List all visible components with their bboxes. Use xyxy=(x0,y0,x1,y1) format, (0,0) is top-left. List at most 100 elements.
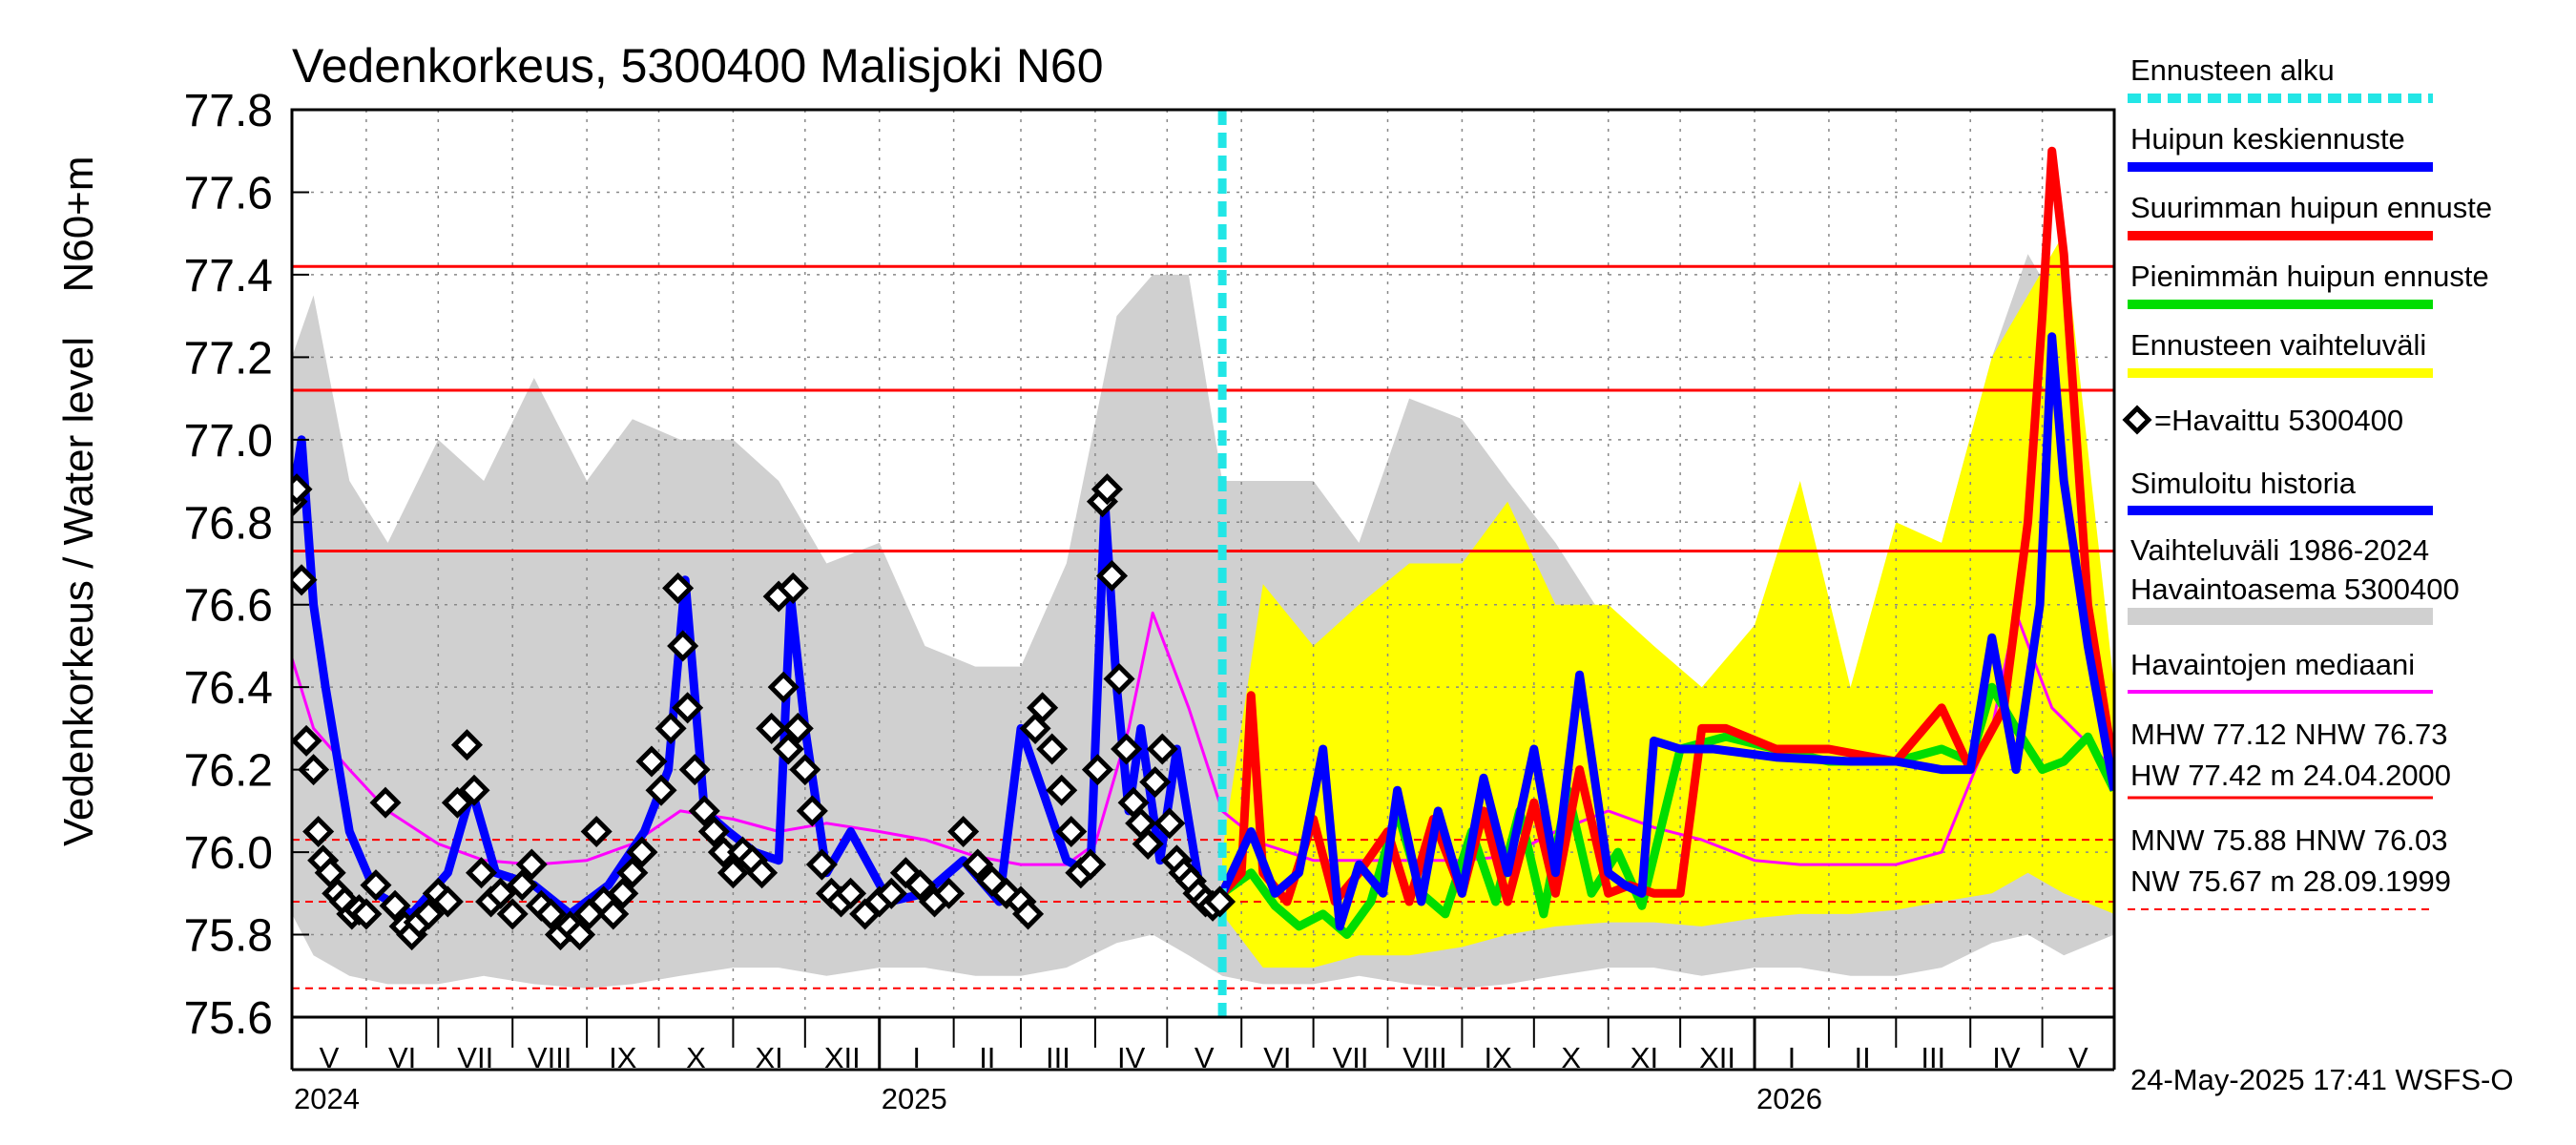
observed-point xyxy=(1055,815,1088,848)
x-month-label: VII xyxy=(457,1041,493,1074)
x-month-label: X xyxy=(686,1041,706,1074)
observed-point xyxy=(1139,766,1172,799)
observed-point xyxy=(379,889,411,922)
observed-point xyxy=(292,724,322,757)
legend-label: Suurimman huipun ennuste xyxy=(2130,191,2492,224)
legend-label: Havaintojen mediaani xyxy=(2130,648,2415,681)
observed-point xyxy=(1103,663,1135,696)
x-month-label: VI xyxy=(1263,1041,1291,1074)
observed-point xyxy=(431,885,464,918)
y-axis-label: Vedenkorkeus / Water level xyxy=(55,337,102,846)
x-month-label: IV xyxy=(1992,1041,2021,1074)
y-tick-label: 77.0 xyxy=(184,416,273,467)
x-year-label: 2024 xyxy=(294,1082,360,1115)
y-tick-label: 76.4 xyxy=(184,663,273,714)
legend: Ennusteen alku Huipun keskiennuste Suurimm… xyxy=(2122,53,2492,694)
x-month-label: III xyxy=(1921,1041,1945,1074)
x-year-label: 2025 xyxy=(882,1082,947,1115)
x-year-label: 2026 xyxy=(1756,1082,1822,1115)
x-month-label: XI xyxy=(755,1041,782,1074)
y-tick-label: 76.0 xyxy=(184,828,273,879)
observed-point xyxy=(506,869,538,902)
observed-point xyxy=(485,877,517,909)
observed-point xyxy=(962,848,994,881)
x-month-label: I xyxy=(912,1041,921,1074)
x-month-label: VIII xyxy=(528,1041,572,1074)
legend-label: Havaintoasema 5300400 xyxy=(2130,572,2460,606)
observed-point xyxy=(1204,885,1236,918)
legend-label: Pienimmän huipun ennuste xyxy=(2130,260,2489,293)
y-tick-label: 77.6 xyxy=(184,168,273,219)
x-month-label: IX xyxy=(609,1041,637,1074)
observed-point xyxy=(412,898,445,930)
x-month-label: III xyxy=(1046,1041,1070,1074)
y-tick-label: 76.8 xyxy=(184,498,273,549)
x-month-label: VIII xyxy=(1402,1041,1447,1074)
observed-point xyxy=(1012,898,1045,930)
observed-point xyxy=(1132,827,1164,860)
observed-point xyxy=(904,869,936,902)
observed-point xyxy=(292,473,313,506)
observed-point xyxy=(835,877,867,909)
observed-point xyxy=(616,857,649,889)
legend-label: Ennusteen alku xyxy=(2130,53,2335,87)
observed-point xyxy=(496,898,529,930)
observed-point xyxy=(626,836,658,868)
legend-label: Simuloitu historia xyxy=(2130,467,2357,500)
observed-point xyxy=(1046,774,1078,806)
observed-point xyxy=(756,712,788,744)
observed-point xyxy=(1146,733,1178,765)
observed-point xyxy=(607,877,639,909)
observed-point xyxy=(947,815,980,848)
statistics-block: MHW 77.12 NHW 76.73 HW 77.42 m 24.04.200… xyxy=(2128,718,2451,910)
range-bands xyxy=(292,233,2114,989)
y-tick-label: 77.8 xyxy=(184,86,273,136)
observed-point xyxy=(746,857,779,889)
observed-point xyxy=(350,898,383,930)
observed-point xyxy=(369,786,402,819)
timestamp: 24-May-2025 17:41 WSFS-O xyxy=(2130,1063,2513,1096)
y-tick-label: 76.2 xyxy=(184,746,273,797)
x-axis: V VI VII VIII IX X XI XII I II III IV V VI VII VIII IX X X… xyxy=(291,1017,2115,1115)
observed-point xyxy=(789,754,821,786)
y-axis-labels: Vedenkorkeus / Water level N60+m xyxy=(55,156,102,846)
observed-point xyxy=(717,857,749,889)
legend-label: Vaihteluväli 1986-2024 xyxy=(2130,533,2429,567)
legend-label: Ennusteen vaihteluväli xyxy=(2130,328,2426,362)
chart-title: Vedenkorkeus, 5300400 Malisjoki N60 xyxy=(292,39,1104,93)
observed-point xyxy=(564,919,596,951)
observed-markers xyxy=(292,473,1236,951)
stats-line-4: NW 75.67 m 28.09.1999 xyxy=(2130,864,2451,898)
median-line xyxy=(292,611,2114,866)
plot-border xyxy=(290,108,2116,1019)
observed-point xyxy=(697,815,730,848)
max-peak-forecast-line xyxy=(1218,146,2114,906)
observed-point xyxy=(678,754,711,786)
x-month-label: II xyxy=(1855,1041,1871,1074)
observed-point xyxy=(667,630,699,662)
observed-point xyxy=(635,745,668,778)
observed-point xyxy=(1095,559,1129,593)
observed-point xyxy=(458,774,490,806)
x-month-label: V xyxy=(320,1041,340,1074)
observed-point xyxy=(580,815,613,848)
x-month-label: V xyxy=(1195,1041,1215,1074)
observed-point xyxy=(515,848,548,881)
observed-point xyxy=(796,795,828,827)
x-month-label: I xyxy=(1788,1041,1797,1074)
observed-point xyxy=(1081,754,1113,786)
stats-line-1: MHW 77.12 NHW 76.73 xyxy=(2130,718,2448,751)
observed-point xyxy=(302,815,335,848)
x-month-label: II xyxy=(979,1041,995,1074)
observed-point xyxy=(597,898,630,930)
y-tick-label: 77.2 xyxy=(184,333,273,384)
y-tick-label: 76.6 xyxy=(184,581,273,632)
observed-point xyxy=(933,877,966,909)
x-month-label: XI xyxy=(1631,1041,1658,1074)
y-tick-label: 75.6 xyxy=(184,993,273,1044)
observed-point xyxy=(466,857,498,889)
legend-label: Huipun keskiennuste xyxy=(2130,122,2405,156)
observed-point xyxy=(767,671,800,703)
mean-peak-forecast-line xyxy=(1218,332,2114,931)
